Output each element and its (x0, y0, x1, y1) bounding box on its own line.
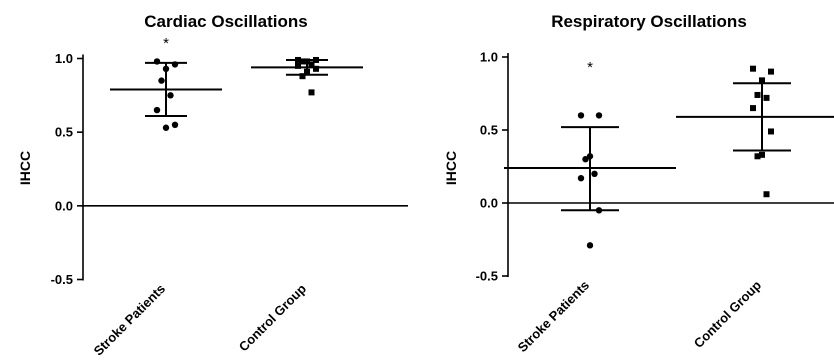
category-label: Stroke Patients (91, 281, 169, 359)
data-point (299, 58, 306, 65)
significance-marker: * (587, 59, 593, 76)
data-point (591, 170, 598, 177)
data-point (768, 128, 774, 135)
y-tick-label: -0.5 (51, 272, 73, 287)
data-point (754, 91, 761, 98)
y-axis-label: IHCC (443, 151, 459, 185)
category-label: Stroke Patients (515, 278, 593, 356)
data-point (577, 112, 585, 119)
data-point (308, 61, 315, 68)
data-point (750, 65, 756, 72)
data-point (759, 151, 765, 158)
data-point (295, 62, 301, 69)
data-point (299, 73, 306, 80)
chart-title: Respiratory Oscillations (551, 12, 747, 31)
chart-title: Cardiac Oscillations (144, 12, 307, 31)
data-point (313, 65, 319, 72)
data-point (750, 105, 756, 112)
data-point (153, 106, 161, 114)
data-point (763, 191, 770, 198)
significance-marker: * (163, 35, 169, 52)
y-tick-label: 0.5 (480, 123, 498, 138)
y-tick-label: 1.0 (480, 50, 498, 65)
y-tick-label: 0.5 (55, 125, 73, 140)
category-label: Control Group (236, 281, 309, 354)
data-point (763, 94, 770, 101)
y-tick-label: -0.5 (476, 269, 498, 284)
data-point (754, 153, 761, 160)
data-point (171, 121, 179, 128)
data-point (595, 112, 603, 119)
data-point (586, 242, 594, 249)
category-label: Control Group (691, 277, 764, 350)
y-tick-label: 1.0 (55, 51, 73, 66)
data-point (768, 68, 774, 75)
data-point (167, 92, 174, 99)
data-point (308, 89, 315, 96)
chart-panel-1: Cardiac Oscillations IHCC 1.0 0.5 0.0 -0.5 Str… (17, 12, 408, 359)
chart-panel-2: Respiratory Oscillations IHCC 1.0 0.5 0.0 -0.… (443, 12, 834, 355)
data-point (577, 174, 585, 182)
y-tick-label: 0.0 (55, 198, 73, 213)
data-point (162, 124, 170, 131)
data-point (158, 77, 165, 84)
y-tick-label: 0.0 (480, 196, 498, 211)
y-axis-label: IHCC (17, 151, 33, 185)
data-point (759, 77, 765, 84)
data-point (582, 156, 589, 163)
